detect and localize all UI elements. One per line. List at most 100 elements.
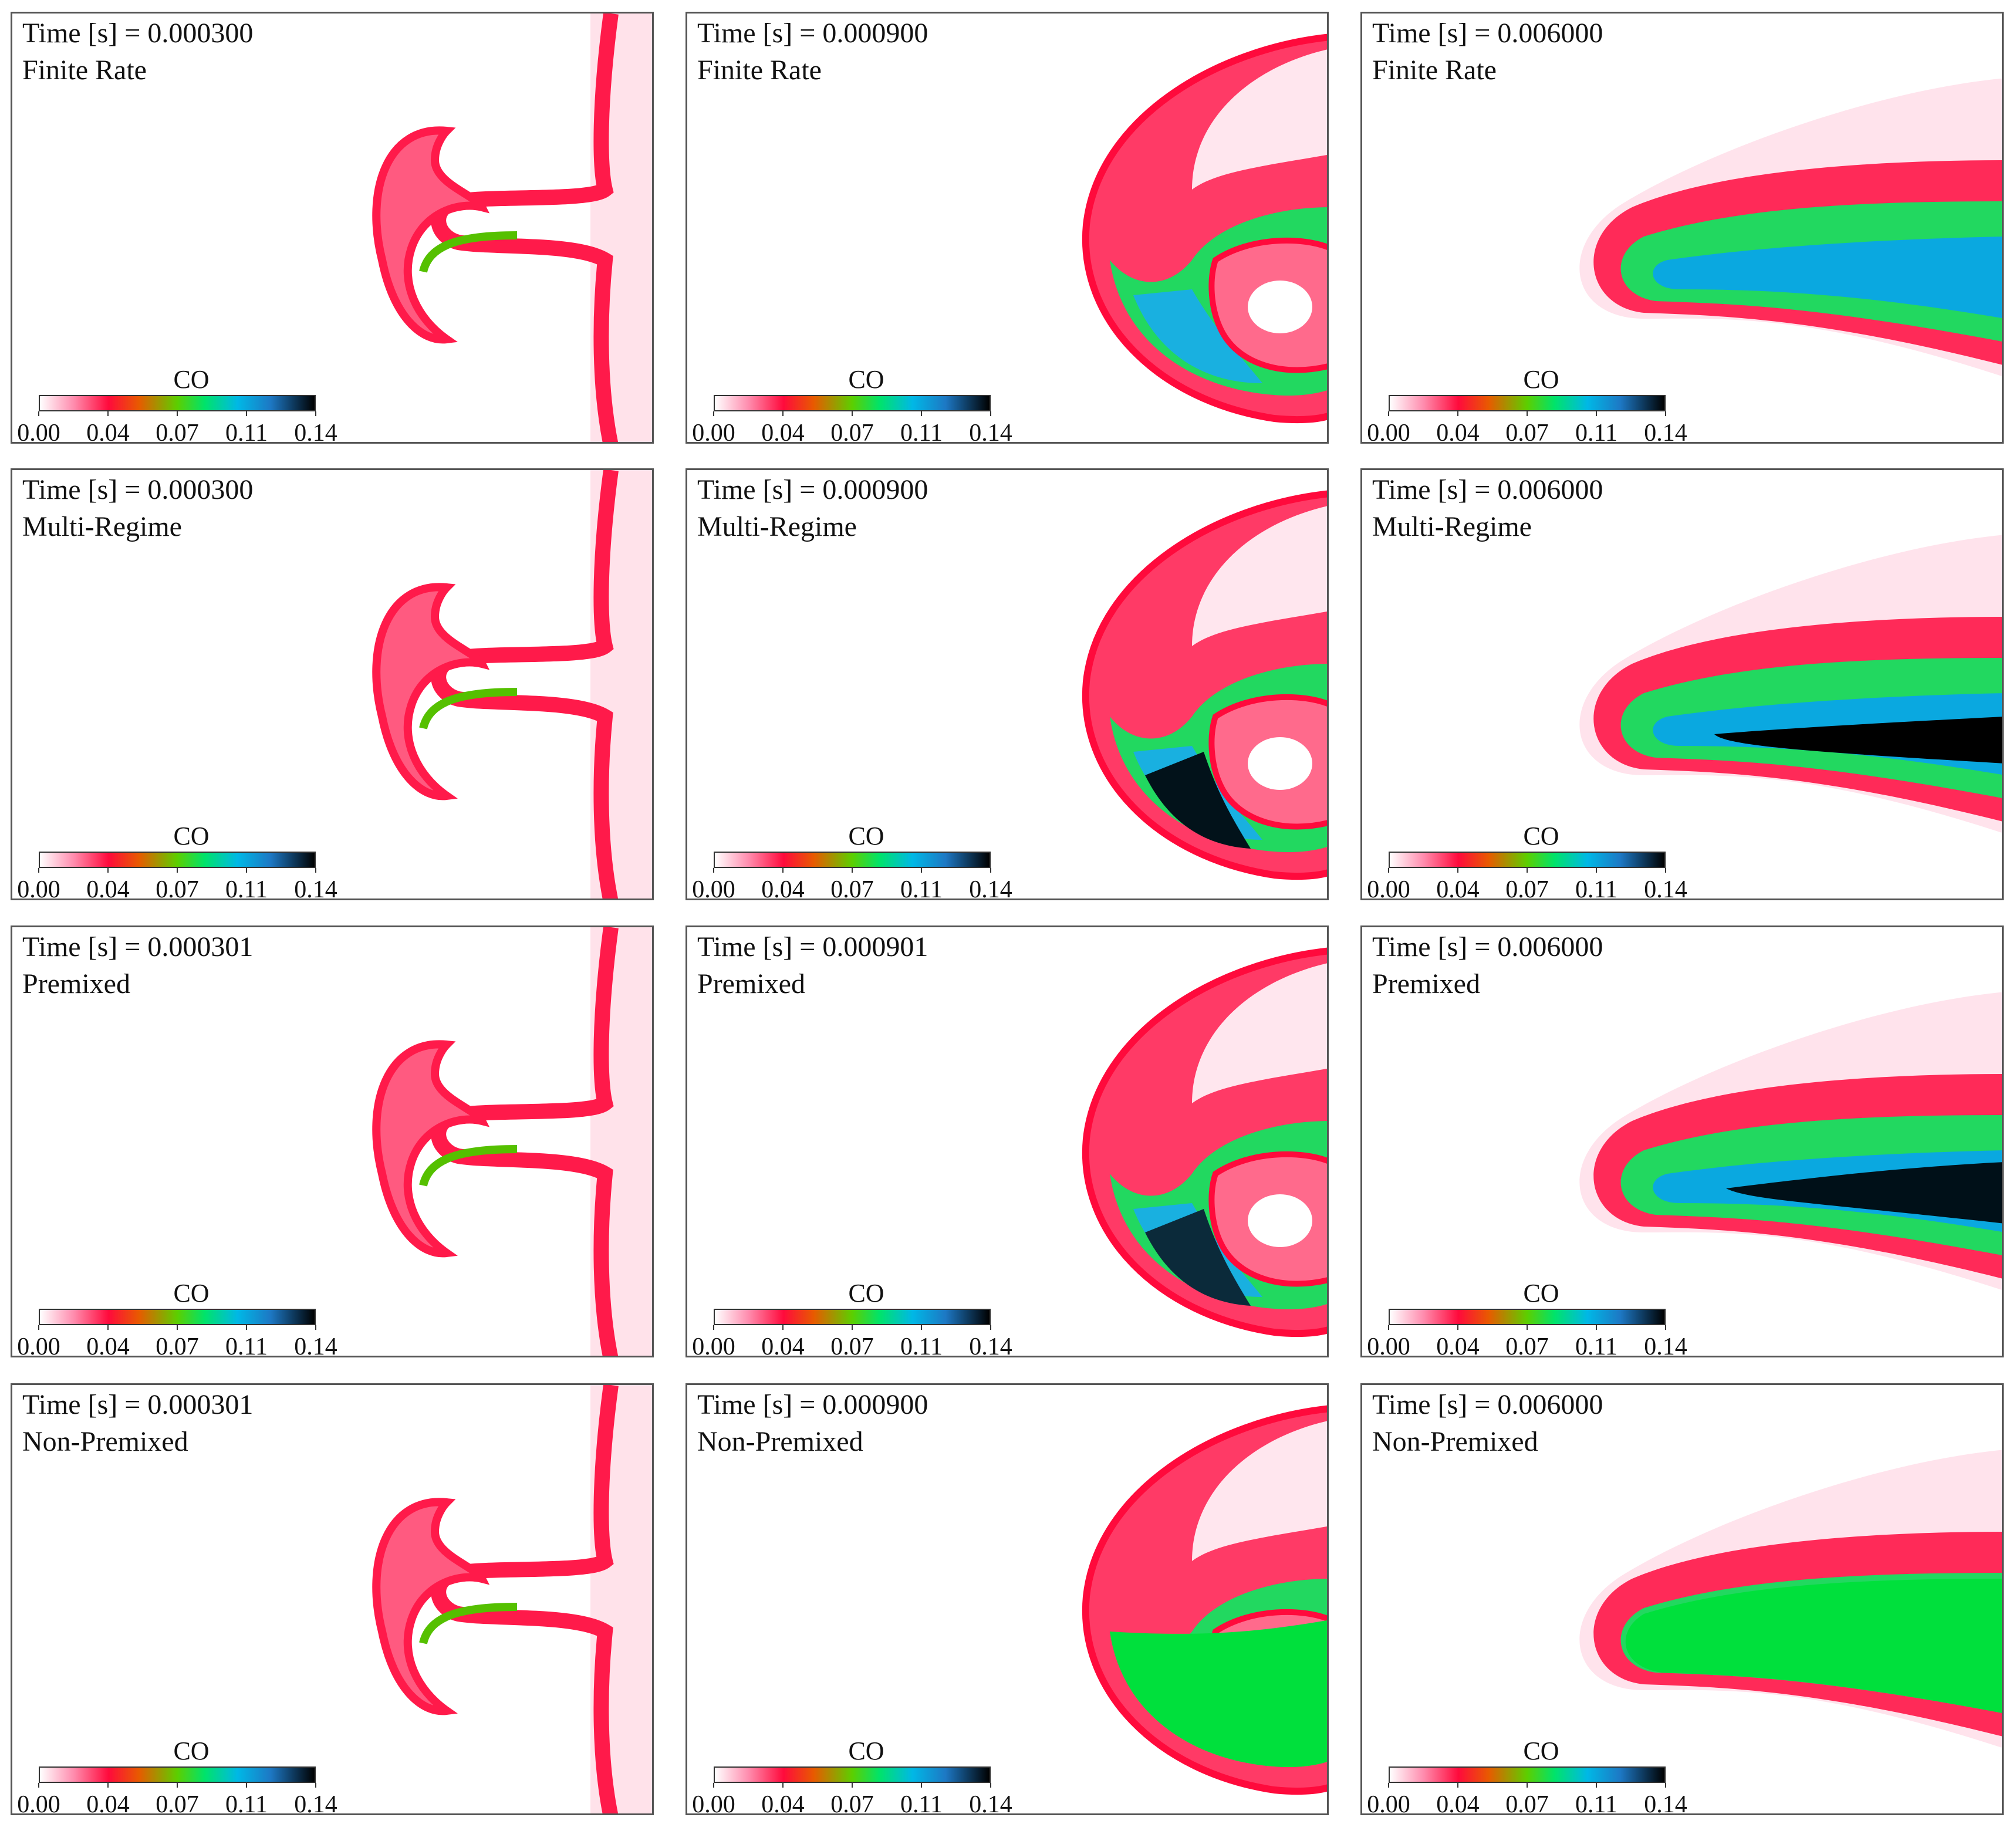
colorbar-tick [107,1783,109,1788]
colorbar [714,852,991,868]
colorbar-tick-label: 0.00 [1367,876,1410,900]
colorbar-tick [107,868,109,873]
co-contour-field [1082,490,1327,880]
colorbar-title: CO [848,1279,884,1308]
colorbar-tick-label: 0.04 [761,876,805,900]
colorbar-tick-label: 0.04 [761,1333,805,1357]
colorbar-tick [1665,1783,1666,1788]
colorbar [714,1309,991,1325]
colorbar-tick [246,411,247,416]
colorbar-tick-label: 0.07 [1505,876,1549,900]
co-contour-field [372,13,652,442]
colorbar-tick [177,1783,178,1788]
colorbar-tick [1388,868,1389,873]
colorbar-tick-label: 0.00 [692,1333,735,1357]
colorbar-tick [1527,1325,1528,1330]
co-contour-field [372,927,652,1356]
colorbar-tick-label: 0.11 [1575,1333,1617,1357]
colorbar-tick [782,411,784,416]
contour-panel: Time [s] = 0.000900 Non-Premixed CO 0.00 0.0… [685,1383,1329,1815]
colorbar-tick-label: 0.04 [1436,1791,1480,1815]
colorbar [39,1766,316,1783]
colorbar-tick [1596,868,1597,873]
colorbar-title: CO [173,365,210,394]
colorbar-tick [990,1783,991,1788]
colorbar-tick-label: 0.04 [86,1791,130,1815]
colorbar-tick-label: 0.11 [900,420,943,444]
contour-panel: Time [s] = 0.006000 Premixed CO 0.00 0.04 0.0… [1360,925,2004,1357]
colorbar-tick-label: 0.07 [156,876,199,900]
colorbar-tick-label: 0.11 [225,1333,268,1357]
model-label: Non-Premixed [1372,1426,1538,1457]
contour-panel: Time [s] = 0.000900 Finite Rate CO 0.00 0.04… [685,12,1329,444]
colorbar-tick-label: 0.04 [86,876,130,900]
colorbar-title: CO [1523,822,1559,850]
co-contour-field [1579,1450,2002,1748]
colorbar-tick-label: 0.07 [830,876,874,900]
colorbar-tick [246,1783,247,1788]
colorbar-tick-label: 0.00 [1367,420,1410,444]
colorbar-tick-label: 0.14 [969,876,1012,900]
colorbar-tick [990,1325,991,1330]
colorbar-tick [1596,411,1597,416]
colorbar-tick-label: 0.04 [86,420,130,444]
colorbar-title: CO [848,1737,884,1765]
colorbar-tick [1527,411,1528,416]
colorbar-title: CO [173,1737,210,1765]
colorbar [714,395,991,411]
time-label: Time [s] = 0.000900 [697,18,928,49]
model-label: Premixed [22,968,130,999]
time-label: Time [s] = 0.006000 [1372,474,1603,505]
colorbar-title: CO [1523,1737,1559,1765]
contour-panel: Time [s] = 0.000901 Premixed CO 0.00 0.04 0.0… [685,925,1329,1357]
colorbar-tick [246,1325,247,1330]
colorbar-tick-label: 0.14 [969,1791,1012,1815]
model-label: Finite Rate [697,55,822,86]
colorbar-tick [990,868,991,873]
colorbar-tick [713,868,714,873]
contour-panel: Time [s] = 0.000900 Multi-Regime CO 0.00 0.0… [685,468,1329,900]
time-label: Time [s] = 0.000901 [697,931,928,962]
colorbar-tick-label: 0.07 [830,1791,874,1815]
colorbar-tick-label: 0.07 [156,1791,199,1815]
colorbar-tick-label: 0.04 [1436,1333,1480,1357]
colorbar-tick-label: 0.00 [692,420,735,444]
colorbar-tick [1388,1325,1389,1330]
co-contour-field [1082,947,1327,1337]
contour-panel: Time [s] = 0.000301 Premixed CO 0.00 0.04 0.0… [11,925,654,1357]
colorbar-tick-label: 0.07 [1505,1333,1549,1357]
colorbar-tick [921,868,922,873]
model-label: Premixed [1372,968,1480,999]
co-contour-field [372,470,652,899]
colorbar-tick [921,1325,922,1330]
colorbar-tick-label: 0.14 [294,1333,337,1357]
colorbar-tick [38,411,39,416]
colorbar-tick-label: 0.14 [969,1333,1012,1357]
colorbar-tick-label: 0.00 [17,876,60,900]
colorbar-tick [852,1783,853,1788]
colorbar-tick-label: 0.00 [692,876,735,900]
colorbar-tick [1457,411,1458,416]
colorbar-tick-label: 0.00 [17,420,60,444]
colorbar [1389,852,1666,868]
time-label: Time [s] = 0.000300 [22,474,254,505]
colorbar-tick-label: 0.00 [17,1791,60,1815]
colorbar-tick-label: 0.00 [1367,1791,1410,1815]
colorbar-tick [852,868,853,873]
colorbar-tick [782,1325,784,1330]
colorbar-tick [177,1325,178,1330]
colorbar-tick-label: 0.00 [17,1333,60,1357]
colorbar-tick [852,411,853,416]
colorbar [1389,395,1666,411]
colorbar-tick [713,1325,714,1330]
colorbar-tick [1457,868,1458,873]
colorbar-tick-label: 0.11 [900,1333,943,1357]
colorbar-tick-label: 0.04 [761,1791,805,1815]
contour-panel: Time [s] = 0.006000 Non-Premixed CO 0.00 0.0… [1360,1383,2004,1815]
colorbar-tick [38,1325,39,1330]
colorbar-tick-label: 0.11 [225,1791,268,1815]
colorbar-title: CO [848,365,884,394]
colorbar-tick-label: 0.07 [830,1333,874,1357]
model-label: Multi-Regime [22,511,182,542]
colorbar-tick-label: 0.14 [1644,1791,1687,1815]
